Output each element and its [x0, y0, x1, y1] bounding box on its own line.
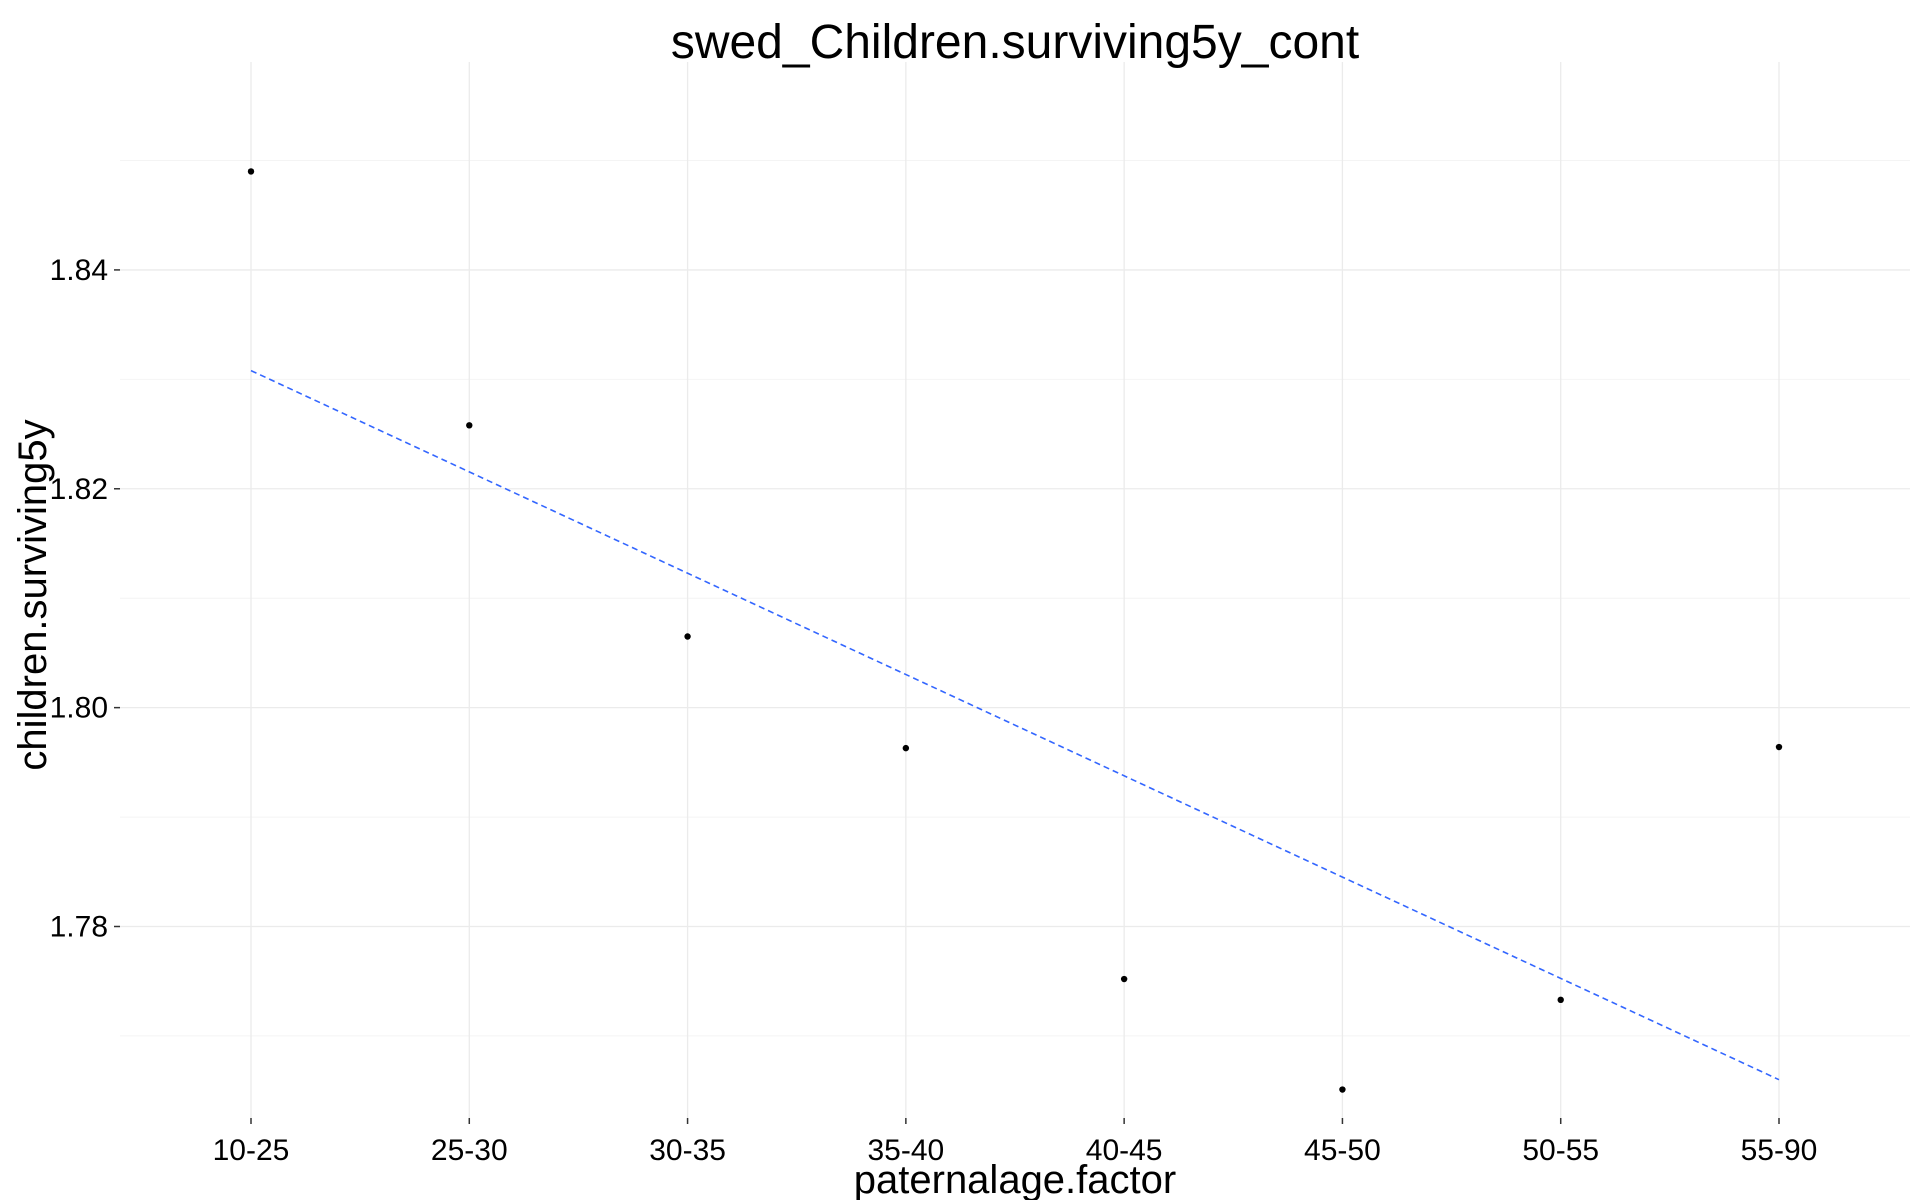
- data-point-40-45: [1120, 975, 1128, 983]
- data-point-55-90: [1775, 743, 1783, 751]
- y-axis-title: children.surviving5y: [11, 419, 55, 770]
- data-point-35-40: [902, 744, 910, 752]
- x-tick-label-3: 35-40: [867, 1134, 944, 1167]
- x-tick-label-4: 40-45: [1086, 1134, 1163, 1167]
- y-tick-label-0: 1.78: [50, 910, 108, 943]
- x-axis-title: paternalage.factor: [854, 1158, 1176, 1200]
- data-point-50-55: [1557, 996, 1564, 1004]
- data-point-45-50: [1339, 1086, 1346, 1093]
- x-tick-label-0: 10-25: [213, 1134, 290, 1167]
- data-points: [247, 168, 1783, 1093]
- y-tick-label-1: 1.80: [50, 692, 108, 725]
- x-tick-label-2: 30-35: [649, 1134, 726, 1167]
- x-axis: 10-25 25-30 30-35 35-40 40-45 45-50 50-55 55-90: [213, 1118, 1818, 1167]
- chart-title: swed_Children.surviving5y_cont: [671, 16, 1359, 69]
- x-tick-label-1: 25-30: [431, 1134, 508, 1167]
- data-point-30-35: [684, 633, 691, 640]
- y-tick-label-3: 1.84: [50, 254, 108, 287]
- data-point-25-30: [466, 422, 473, 429]
- x-tick-label-6: 50-55: [1522, 1134, 1599, 1167]
- trend-line: [250, 369, 1780, 1081]
- grid: [120, 62, 1910, 1118]
- data-point-10-25: [247, 168, 255, 175]
- x-tick-label-5: 45-50: [1304, 1134, 1381, 1167]
- x-tick-label-7: 55-90: [1741, 1134, 1818, 1167]
- y-axis: 1.78 1.80 1.82 1.84: [50, 254, 120, 943]
- y-tick-label-2: 1.82: [50, 473, 108, 506]
